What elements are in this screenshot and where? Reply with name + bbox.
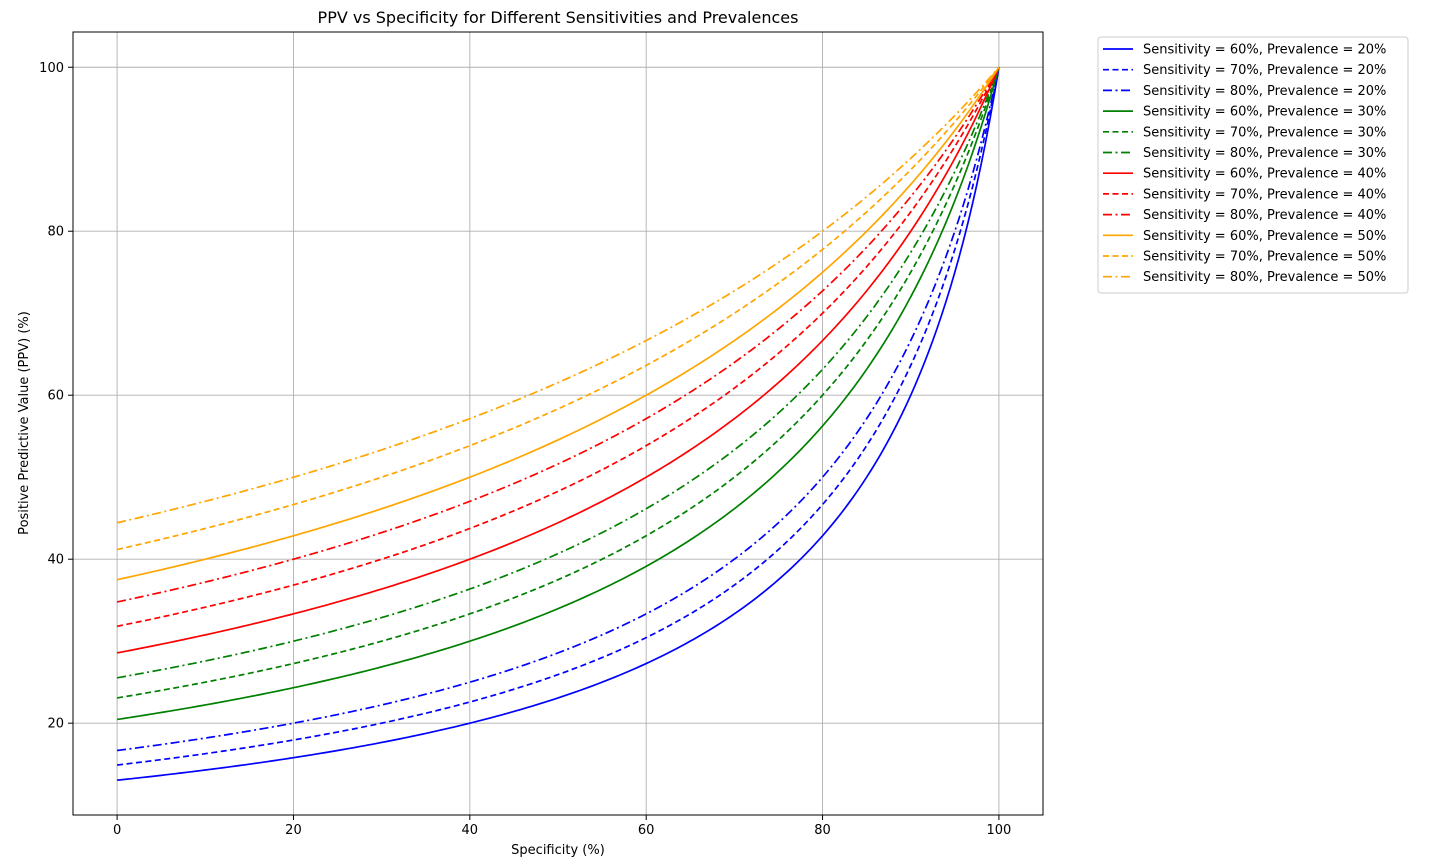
legend-frame: [1097, 36, 1409, 294]
series-line-2: [116, 67, 1000, 766]
legend-label: Sensitivity = 60%, Prevalence = 50%: [1143, 229, 1386, 244]
series-line-10: [116, 66, 1000, 581]
series-line-11: [116, 66, 1000, 551]
y-axis-label: Positive Predictive Value (PPV) (%): [17, 311, 32, 535]
legend-label: Sensitivity = 70%, Prevalence = 30%: [1143, 125, 1386, 140]
y-tick-label: 60: [47, 389, 64, 404]
series-line-6: [116, 66, 1000, 679]
legend-label: Sensitivity = 80%, Prevalence = 30%: [1143, 146, 1386, 161]
chart-title: PPV vs Specificity for Different Sensiti…: [318, 8, 799, 27]
y-tick-label: 20: [47, 717, 64, 732]
series-line-3: [116, 67, 1000, 752]
legend-label: Sensitivity = 60%, Prevalence = 40%: [1143, 167, 1386, 182]
legend-label: Sensitivity = 80%, Prevalence = 40%: [1143, 208, 1386, 223]
series-line-5: [116, 66, 1000, 699]
legend-label: Sensitivity = 80%, Prevalence = 50%: [1143, 270, 1386, 285]
y-tick-label: 100: [39, 61, 64, 76]
series-line-12: [116, 66, 1000, 524]
axis-ticks: 0 20 40 60 80 100 20 40 60 80 100: [39, 61, 1011, 838]
legend-label: Sensitivity = 70%, Prevalence = 40%: [1143, 187, 1386, 202]
series-line-1: [116, 67, 1000, 782]
legend-label: Sensitivity = 60%, Prevalence = 30%: [1143, 105, 1386, 120]
legend-label: Sensitivity = 60%, Prevalence = 20%: [1143, 43, 1386, 58]
series-line-7: [116, 66, 1000, 654]
legend-label: Sensitivity = 80%, Prevalence = 20%: [1143, 84, 1386, 99]
x-tick-label: 60: [638, 823, 655, 838]
x-axis-label: Specificity (%): [511, 843, 605, 858]
legend-label: Sensitivity = 70%, Prevalence = 50%: [1143, 250, 1386, 265]
x-tick-label: 100: [986, 823, 1011, 838]
x-tick-label: 0: [113, 823, 121, 838]
plot-area-frame: [72, 31, 1044, 816]
x-tick-label: 40: [462, 823, 479, 838]
y-tick-label: 40: [47, 553, 64, 568]
legend: Sensitivity = 60%, Prevalence = 20% Sensi…: [1097, 36, 1409, 294]
series-group: [116, 66, 1000, 782]
x-tick-label: 20: [285, 823, 302, 838]
series-line-9: [116, 66, 1000, 603]
legend-label: Sensitivity = 70%, Prevalence = 20%: [1143, 63, 1386, 78]
series-line-4: [116, 67, 1000, 721]
y-tick-label: 80: [47, 225, 64, 240]
x-tick-label: 80: [814, 823, 831, 838]
